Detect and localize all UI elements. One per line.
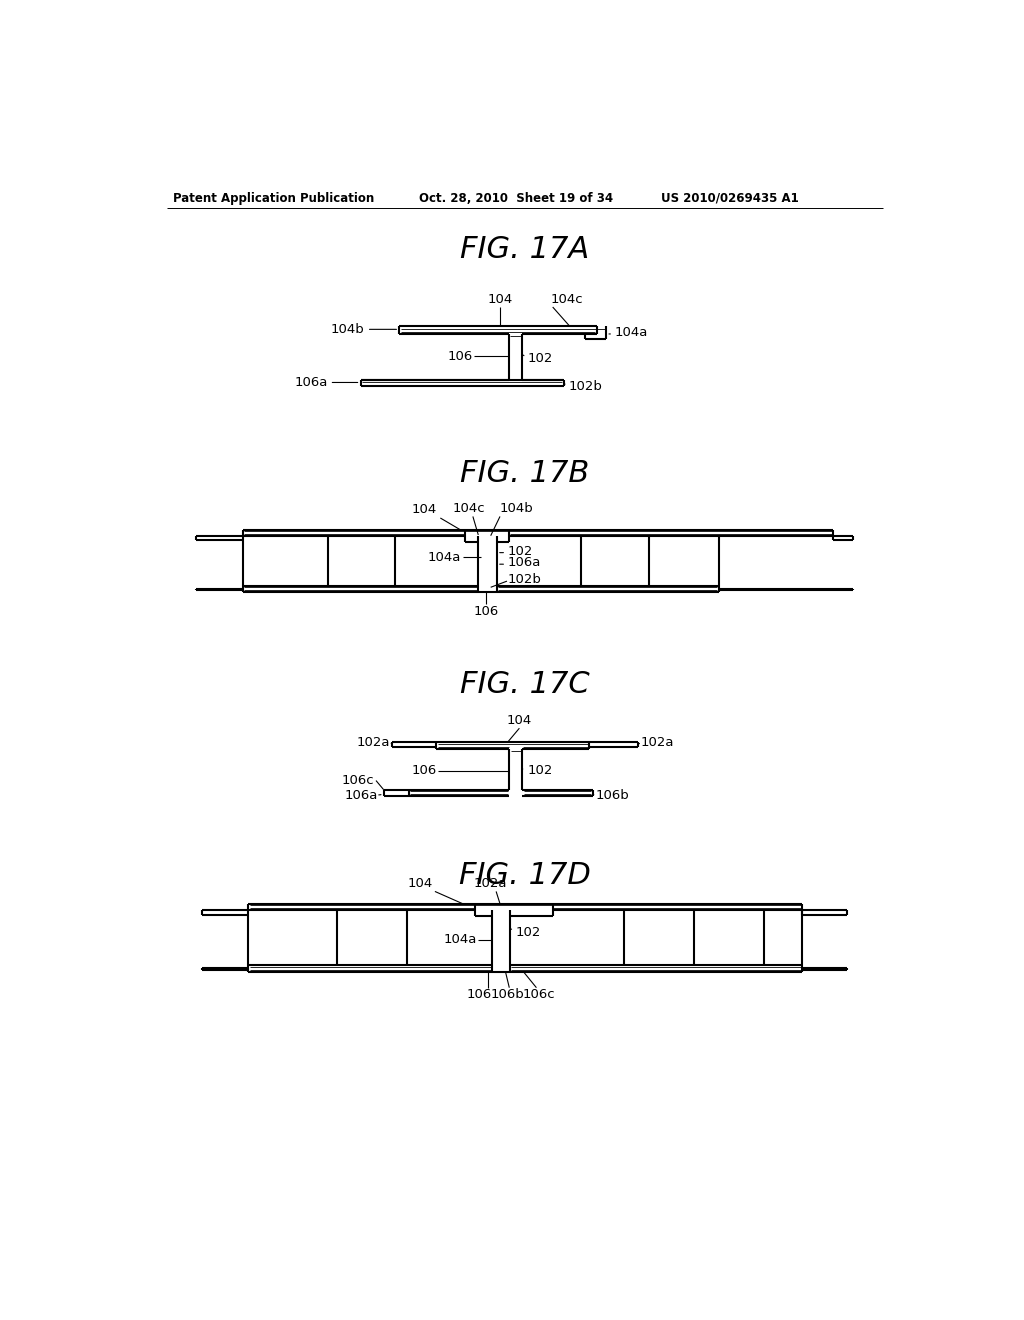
Text: 106c: 106c xyxy=(342,774,375,787)
Text: 106a: 106a xyxy=(508,556,541,569)
Text: Oct. 28, 2010  Sheet 19 of 34: Oct. 28, 2010 Sheet 19 of 34 xyxy=(419,191,612,205)
Text: FIG. 17D: FIG. 17D xyxy=(459,861,591,890)
Text: 106: 106 xyxy=(467,989,492,1002)
Text: 104a: 104a xyxy=(614,326,648,339)
Text: 102: 102 xyxy=(527,352,553,366)
Text: 106c: 106c xyxy=(522,989,555,1002)
Text: US 2010/0269435 A1: US 2010/0269435 A1 xyxy=(662,191,799,205)
Text: 104a: 104a xyxy=(428,550,461,564)
Text: 102a: 102a xyxy=(356,735,390,748)
Text: 102: 102 xyxy=(515,925,541,939)
Text: FIG. 17A: FIG. 17A xyxy=(460,235,590,264)
Text: 104b: 104b xyxy=(331,323,365,335)
Text: 104: 104 xyxy=(412,503,436,516)
Text: 106: 106 xyxy=(447,350,473,363)
Text: 104c: 104c xyxy=(453,502,485,515)
Text: FIG. 17B: FIG. 17B xyxy=(460,459,590,487)
Text: Patent Application Publication: Patent Application Publication xyxy=(173,191,374,205)
Text: 104: 104 xyxy=(507,714,532,726)
Text: 106a: 106a xyxy=(344,789,378,803)
Text: 102a: 102a xyxy=(641,735,675,748)
Text: 102: 102 xyxy=(527,764,553,777)
Text: 106b: 106b xyxy=(490,989,524,1002)
Text: 106: 106 xyxy=(473,605,499,618)
Text: 102: 102 xyxy=(508,545,534,557)
Text: 104c: 104c xyxy=(550,293,583,306)
Text: 104b: 104b xyxy=(500,502,534,515)
Text: 104a: 104a xyxy=(443,933,477,946)
Text: 106a: 106a xyxy=(295,376,328,389)
Text: 102a: 102a xyxy=(474,876,508,890)
Text: 104: 104 xyxy=(408,876,432,890)
Text: 104: 104 xyxy=(487,293,513,306)
Text: FIG. 17C: FIG. 17C xyxy=(460,671,590,700)
Text: 106b: 106b xyxy=(595,789,629,803)
Text: 102b: 102b xyxy=(568,380,602,393)
Text: 102b: 102b xyxy=(508,573,542,586)
Text: 106: 106 xyxy=(412,764,436,777)
